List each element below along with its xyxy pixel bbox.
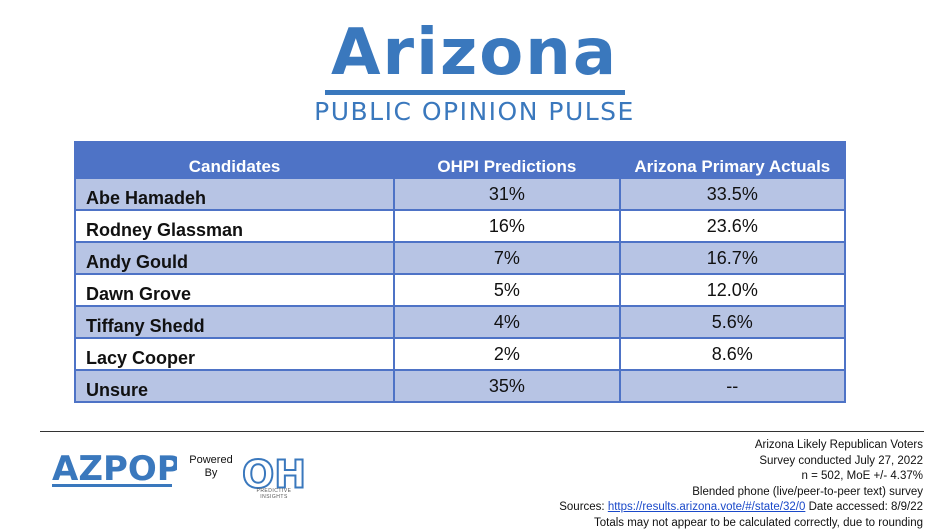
candidate-name: Andy Gould [73,241,396,275]
actual-value: 16.7% [618,241,847,275]
table-row: Unsure 35% -- [73,369,847,403]
note-population: Arizona Likely Republican Voters [754,439,923,451]
actual-value: 23.6% [618,209,847,243]
prediction-value: 16% [393,209,621,243]
prediction-value: 4% [393,305,621,339]
candidate-name: Dawn Grove [73,273,396,307]
actual-value: 33.5% [618,177,847,211]
note-sample: n = 502, MoE +/- 4.37% [801,470,923,483]
table-row: Dawn Grove 5% 12.0% [73,273,847,307]
note-method: Blended phone (live/peer-to-peer text) s… [692,485,923,498]
table-row: Rodney Glassman 16% 23.6% [73,209,847,243]
azpop-logo-text: AZPOP [52,449,177,488]
table-row: Andy Gould 7% 16.7% [73,241,847,275]
table-header-row: Candidates OHPI Predictions Arizona Prim… [73,141,847,179]
candidate-name: Rodney Glassman [73,209,396,243]
actual-value: -- [618,369,847,403]
oh-logo-caption: PREDICTIVE INSIGHTS [243,488,305,500]
footer-divider [40,431,924,432]
sources-label: Sources: [559,501,605,514]
azpop-logo: AZPOP [52,449,177,488]
actual-value: 8.6% [618,337,847,371]
azpop-logo-underline [52,484,172,487]
note-date: Survey conducted July 27, 2022 [759,454,923,467]
candidate-name: Unsure [73,369,396,403]
table-row: Tiffany Shedd 4% 5.6% [73,305,847,339]
table-row: Lacy Cooper 2% 8.6% [73,337,847,371]
powered-line: Powered [189,454,233,466]
header-logo: Arizona PUBLIC OPINION PULSE [0,18,949,126]
column-header-actuals: Arizona Primary Actuals [618,141,847,179]
prediction-value: 35% [393,369,621,403]
page-subtitle: PUBLIC OPINION PULSE [314,97,635,126]
prediction-value: 31% [393,177,621,211]
prediction-value: 5% [393,273,621,307]
oh-predictive-insights-logo: OH [243,452,305,498]
column-header-candidates: Candidates [73,141,396,179]
results-table: Candidates OHPI Predictions Arizona Prim… [73,141,847,403]
by-line: By [204,467,218,479]
survey-notes: Arizona Likely Republican Voters Survey … [559,438,923,532]
title-underline [324,90,625,95]
candidate-name: Tiffany Shedd [73,305,396,339]
actual-value: 12.0% [618,273,847,307]
powered-by-text: Powered By [186,454,236,480]
column-header-predictions: OHPI Predictions [393,141,621,179]
oh-logo-caption-line1: PREDICTIVE [256,488,292,494]
page-title: Arizona [331,16,618,90]
table-row: Abe Hamadeh 31% 33.5% [73,177,847,211]
note-rounding: Totals may not appear to be calculated c… [593,516,923,529]
candidate-name: Lacy Cooper [73,337,396,371]
prediction-value: 7% [393,241,621,275]
candidate-name: Abe Hamadeh [73,177,396,211]
oh-logo-text: OH [243,453,305,497]
sources-link[interactable]: https://results.arizona.vote/#/state/32/… [607,501,806,514]
oh-logo-caption-line2: INSIGHTS [260,494,288,500]
date-accessed: Date accessed: 8/9/22 [808,501,923,514]
actual-value: 5.6% [618,305,847,339]
prediction-value: 2% [393,337,621,371]
note-sources: Sources: https://results.arizona.vote/#/… [559,500,923,516]
